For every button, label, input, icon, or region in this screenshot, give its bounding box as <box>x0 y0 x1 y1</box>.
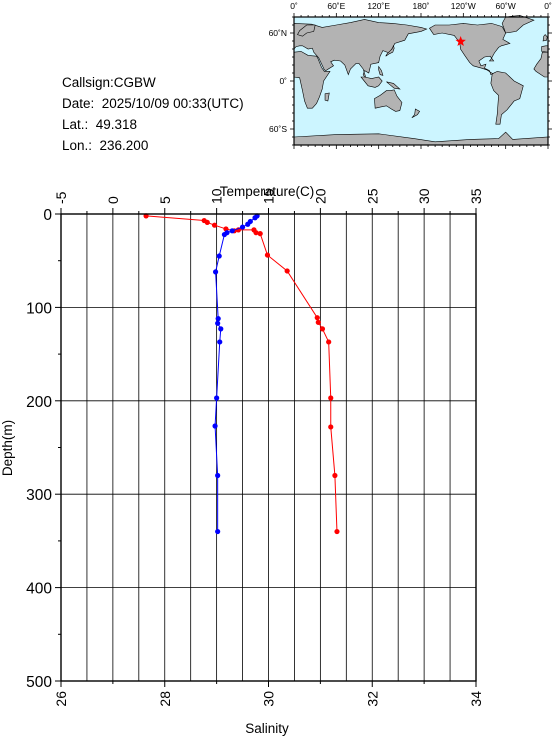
depth-axis-tick-label: 400 <box>26 581 52 598</box>
temperature-point <box>314 315 320 321</box>
temperature-point <box>319 326 326 332</box>
bottom-axis-tick-label: 34 <box>468 691 484 707</box>
bottom-axis-tick-label: 30 <box>261 691 277 707</box>
salinity-point <box>215 316 221 322</box>
top-axis-tick-label: 30 <box>416 188 432 204</box>
salinity-point <box>212 423 218 429</box>
salinity-series-line <box>214 215 258 532</box>
salinity-point <box>218 326 224 332</box>
temperature-point <box>253 230 259 236</box>
salinity-point <box>229 228 235 234</box>
temperature-point <box>284 268 290 274</box>
depth-axis-tick-label: 300 <box>26 487 52 504</box>
salinity-point <box>239 224 246 230</box>
top-axis-tick-label: 5 <box>157 196 173 204</box>
salinity-point <box>214 395 220 401</box>
depth-axis-tick-label: 500 <box>26 674 52 691</box>
bottom-axis-tick-label: 28 <box>157 691 173 707</box>
bottom-axis-tick-label: 26 <box>53 691 69 707</box>
temperature-point <box>257 231 263 237</box>
depth-axis-tick-label: 200 <box>26 394 52 411</box>
temperature-point <box>332 472 338 479</box>
salinity-point <box>216 253 222 259</box>
top-axis-tick-label: 25 <box>364 188 380 204</box>
depth-axis-title: Depth(m) <box>0 420 15 476</box>
temperature-point <box>315 319 321 325</box>
temperature-axis-title: Temperature(C) <box>220 184 315 199</box>
top-axis-tick-label: 15 <box>261 188 277 204</box>
date-text: Date: 2025/10/09 00:33(UTC) <box>62 96 244 111</box>
salinity-point <box>215 528 221 535</box>
bottom-axis-tick-label: 32 <box>364 691 380 707</box>
salinity-point <box>215 320 221 326</box>
station-info: Callsign:CGBW Date: 2025/10/09 00:33(UTC… <box>62 72 244 156</box>
callsign-text: Callsign:CGBW <box>62 75 156 90</box>
temperature-point <box>328 395 334 401</box>
salinity-point <box>215 472 221 479</box>
salinity-axis-title: Salinity <box>245 721 289 736</box>
temperature-point <box>204 219 210 226</box>
salinity-point <box>245 221 251 227</box>
depth-axis-tick-label: 100 <box>26 300 52 317</box>
salinity-point <box>212 269 219 275</box>
top-axis-tick-label: 35 <box>468 188 484 204</box>
top-axis-tick-label: 0 <box>105 196 121 204</box>
chart-grid <box>61 214 476 681</box>
temperature-point <box>334 528 340 535</box>
temperature-point <box>264 252 271 258</box>
temperature-series-line <box>146 215 338 532</box>
top-axis-tick-label: 20 <box>312 188 328 204</box>
temperature-point <box>211 222 218 228</box>
salinity-point <box>221 231 228 238</box>
chart-series <box>143 213 340 535</box>
salinity-point <box>252 215 258 221</box>
temperature-point <box>326 339 332 345</box>
temperature-point <box>328 424 334 430</box>
top-axis-tick-label: -5 <box>53 191 69 204</box>
top-axis-tick-label: 10 <box>209 188 225 204</box>
salinity-point <box>217 339 223 345</box>
depth-axis-tick-label: 0 <box>43 207 52 224</box>
latitude-text: Lat.: 49.318 <box>62 117 138 132</box>
longitude-text: Lon.: 236.200 <box>62 138 149 153</box>
